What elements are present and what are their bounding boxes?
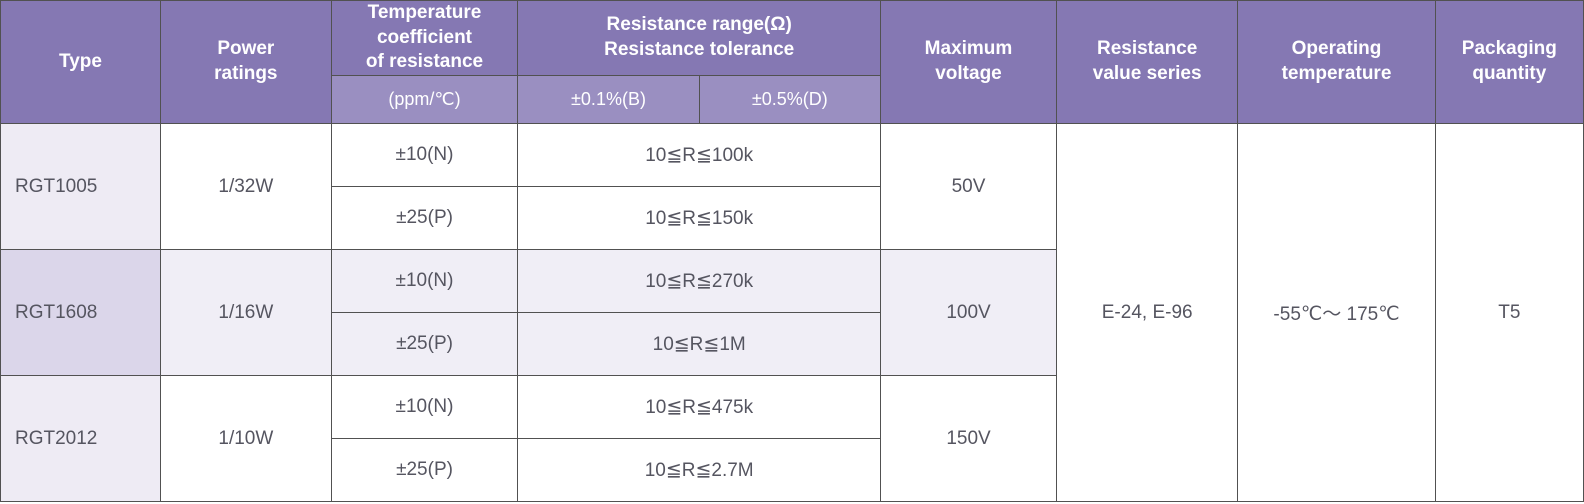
col-rr-b: ±0.1%(B) [518,76,699,124]
cell-type: RGT1608 [1,250,161,376]
cell-resistance-range: 10≦R≦1M [518,313,881,376]
cell-resistance-range: 10≦R≦150k [518,187,881,250]
cell-power: 1/16W [161,250,332,376]
specs-body: RGT10051/32W±10(N)10≦R≦100k50VE-24, E-96… [1,124,1584,502]
cell-packaging: T5 [1435,124,1583,502]
specs-table: Type Powerratings Temperaturecoefficient… [0,0,1584,502]
cell-series: E-24, E-96 [1057,124,1238,502]
cell-resistance-range: 10≦R≦100k [518,124,881,187]
cell-power: 1/32W [161,124,332,250]
cell-operating-temp: -55℃～ 175℃ [1238,124,1435,502]
cell-resistance-range: 10≦R≦270k [518,250,881,313]
cell-max-voltage: 150V [881,376,1057,502]
cell-tcr: ±25(P) [331,439,518,502]
cell-tcr: ±25(P) [331,313,518,376]
col-type: Type [1,1,161,124]
col-rr-d: ±0.5%(D) [699,76,880,124]
cell-tcr: ±10(N) [331,250,518,313]
cell-power: 1/10W [161,376,332,502]
table-row: RGT10051/32W±10(N)10≦R≦100k50VE-24, E-96… [1,124,1584,187]
col-resistance: Resistance range(Ω)Resistance tolerance [518,1,881,76]
col-series: Resistancevalue series [1057,1,1238,124]
col-pack: Packagingquantity [1435,1,1583,124]
cell-resistance-range: 10≦R≦475k [518,376,881,439]
cell-tcr: ±10(N) [331,124,518,187]
col-tcr-unit: (ppm/℃) [331,76,518,124]
cell-max-voltage: 100V [881,250,1057,376]
col-power: Powerratings [161,1,332,124]
col-optemp: Operatingtemperature [1238,1,1435,124]
cell-tcr: ±25(P) [331,187,518,250]
cell-resistance-range: 10≦R≦2.7M [518,439,881,502]
cell-max-voltage: 50V [881,124,1057,250]
col-tcr: Temperaturecoefficientof resistance [331,1,518,76]
cell-type: RGT1005 [1,124,161,250]
cell-type: RGT2012 [1,376,161,502]
col-maxv: Maximumvoltage [881,1,1057,124]
cell-tcr: ±10(N) [331,376,518,439]
